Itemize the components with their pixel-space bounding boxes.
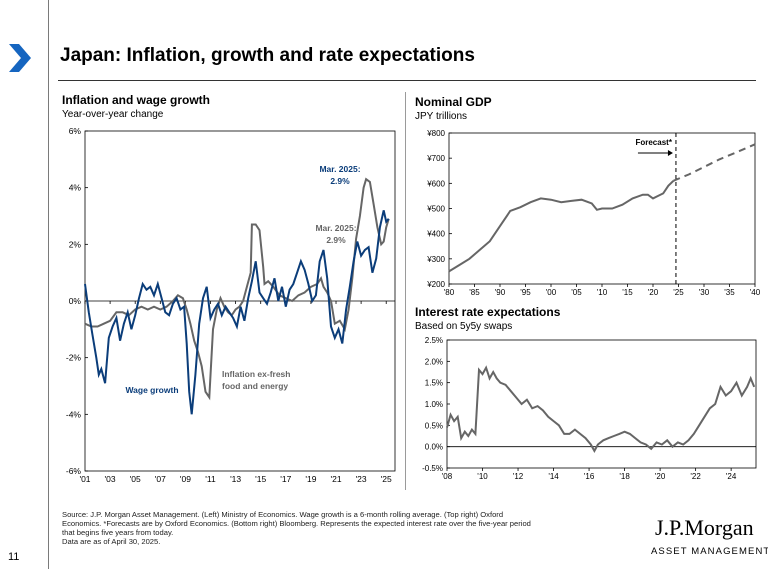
gdp-chart-title: Nominal GDP [415, 95, 492, 109]
inflation-wage-chart: 6% 4% 2% 0% -2% -4% -6%'01 '03 '05 '07 '09 '11 '13 '1… [66, 126, 396, 484]
y-tick-label: ¥500 [426, 205, 445, 214]
interest-rate-chart: 2.5% 2.0% 1.5% 1.0% 0.5% 0.0% -0.5%'08 '10 '12 '1… [422, 336, 757, 481]
inflation-end-label: Mar. 2025: [315, 223, 356, 233]
left-margin-rule [48, 0, 49, 569]
rate-chart-title: Interest rate expectations [415, 305, 561, 319]
x-tick-label: '17 [280, 474, 291, 484]
y-tick-label: -6% [66, 466, 82, 476]
y-tick-label: -4% [66, 409, 82, 419]
y-tick-label: ¥700 [426, 154, 445, 163]
x-tick-label: '23 [356, 474, 367, 484]
x-tick-label: '09 [180, 474, 191, 484]
x-tick-label: '30 [699, 288, 710, 297]
x-tick-label: '22 [690, 472, 701, 481]
chevron-right-icon [9, 44, 31, 72]
inflation-series-label: Inflation ex-fresh [222, 369, 290, 379]
jpmorgan-logo: J.P.Morgan [655, 515, 754, 540]
y-tick-label: -0.5% [422, 464, 443, 473]
x-tick-label: '80 [444, 288, 455, 297]
x-tick-label: '13 [230, 474, 241, 484]
footer-line: that begins five years from today. [62, 527, 174, 537]
x-tick-label: '01 [79, 474, 90, 484]
y-tick-label: 1.0% [425, 400, 443, 409]
x-tick-label: '14 [548, 472, 559, 481]
x-tick-label: '10 [597, 288, 608, 297]
y-tick-label: ¥600 [426, 179, 445, 188]
x-tick-label: '05 [130, 474, 141, 484]
wage-growth-line [84, 210, 390, 415]
x-tick-label: '85 [469, 288, 480, 297]
wage-series-label: Wage growth [125, 385, 178, 395]
y-tick-label: ¥400 [426, 230, 445, 239]
y-tick-label: 2.5% [425, 336, 443, 345]
y-tick-label: 1.5% [425, 379, 443, 388]
y-tick-label: -2% [66, 353, 82, 363]
x-tick-label: '20 [648, 288, 659, 297]
forecast-arrowhead [667, 150, 673, 156]
x-tick-label: '19 [305, 474, 316, 484]
inflation-chart-subtitle: Year-over-year change [62, 109, 164, 120]
footer-line: Data are as of April 30, 2025. [62, 536, 161, 546]
x-tick-label: '21 [330, 474, 341, 484]
x-tick-label: '12 [513, 472, 524, 481]
gdp-actual-line [448, 180, 675, 273]
nominal-gdp-chart: ¥800 ¥700 ¥600 ¥500 ¥400 ¥300 ¥200'80 '85 '90 '95… [426, 129, 761, 297]
footer-note: Source: J.P. Morgan Asset Management. (L… [62, 510, 607, 547]
rate-line [446, 365, 756, 453]
page-number: 11 [8, 551, 20, 563]
page-title: Japan: Inflation, growth and rate expect… [60, 45, 475, 66]
x-tick-label: '05 [571, 288, 582, 297]
y-tick-label: ¥300 [426, 255, 445, 264]
x-tick-label: '24 [726, 472, 737, 481]
inflation-end-value: 2.9% [326, 235, 346, 245]
x-tick-label: '40 [750, 288, 761, 297]
wage-end-value: 2.9% [330, 176, 350, 186]
plot-frame [446, 339, 757, 469]
rate-chart-subtitle: Based on 5y5y swaps [415, 321, 513, 332]
x-tick-label: '10 [477, 472, 488, 481]
x-tick-label: '00 [546, 288, 557, 297]
title-rule [58, 80, 756, 81]
y-tick-label: 0.0% [425, 443, 443, 452]
y-tick-label: 0% [69, 296, 82, 306]
x-tick-label: '03 [105, 474, 116, 484]
footer-line: Source: J.P. Morgan Asset Management. (L… [62, 510, 504, 519]
x-tick-label: '11 [205, 474, 216, 484]
x-tick-label: '16 [584, 472, 595, 481]
inflation-series-label: food and energy [222, 381, 288, 391]
wage-end-label: Mar. 2025: [319, 164, 360, 174]
y-tick-label: ¥800 [426, 129, 445, 138]
x-tick-label: '20 [655, 472, 666, 481]
x-tick-label: '95 [520, 288, 531, 297]
y-tick-label: 0.5% [425, 421, 443, 430]
y-tick-label: 4% [69, 183, 82, 193]
x-tick-label: '07 [155, 474, 166, 484]
x-tick-label: '25 [673, 288, 684, 297]
inflation-line [84, 177, 390, 401]
panel-divider [405, 92, 406, 490]
gdp-forecast-line [673, 143, 756, 182]
x-tick-label: '15 [622, 288, 633, 297]
x-tick-label: '35 [724, 288, 735, 297]
y-tick-label: 2% [69, 239, 82, 249]
footer-line: Economics. *Forecasts are by Oxford Econ… [62, 518, 531, 528]
inflation-chart-title: Inflation and wage growth [62, 93, 210, 107]
x-tick-label: '90 [495, 288, 506, 297]
x-tick-label: '25 [381, 474, 392, 484]
y-tick-label: ¥200 [426, 280, 445, 289]
x-tick-label: '18 [619, 472, 630, 481]
y-tick-label: 2.0% [425, 357, 443, 366]
y-tick-label: 6% [69, 126, 82, 136]
logo-subtitle: ASSET MANAGEMENT [651, 546, 768, 557]
x-tick-label: '08 [442, 472, 453, 481]
x-tick-label: '15 [255, 474, 266, 484]
forecast-label: Forecast* [635, 138, 672, 147]
gdp-chart-subtitle: JPY trillions [415, 111, 468, 122]
